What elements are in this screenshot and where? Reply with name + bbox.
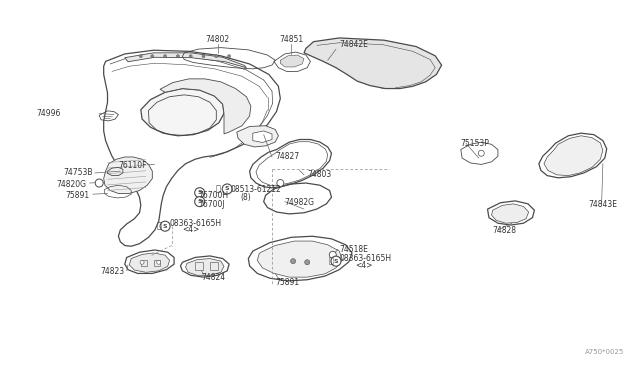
Circle shape — [331, 256, 341, 266]
Polygon shape — [125, 53, 246, 68]
Text: S: S — [333, 259, 339, 264]
Circle shape — [195, 188, 205, 198]
Text: 74827: 74827 — [275, 152, 300, 161]
Text: <4>: <4> — [182, 225, 200, 234]
Circle shape — [177, 55, 179, 58]
Text: 75153P: 75153P — [461, 139, 490, 148]
Text: (8): (8) — [241, 193, 252, 202]
Text: 74828: 74828 — [493, 226, 517, 235]
Text: 74982G: 74982G — [285, 198, 315, 207]
Polygon shape — [253, 131, 272, 142]
Polygon shape — [492, 204, 529, 223]
Text: 74842E: 74842E — [339, 40, 368, 49]
Text: 74843E: 74843E — [589, 200, 618, 209]
Text: 76110F: 76110F — [118, 161, 147, 170]
Polygon shape — [280, 55, 304, 67]
Text: <4>: <4> — [355, 262, 372, 270]
Polygon shape — [257, 241, 342, 277]
Text: Ⓢ: Ⓢ — [215, 185, 220, 193]
Text: 74518E: 74518E — [339, 245, 368, 254]
Circle shape — [189, 55, 192, 58]
Text: 08363-6165H: 08363-6165H — [170, 219, 221, 228]
Circle shape — [222, 184, 232, 194]
Polygon shape — [544, 136, 603, 176]
Circle shape — [151, 55, 154, 58]
Text: S: S — [197, 190, 202, 195]
Text: 08363-6165H: 08363-6165H — [339, 254, 391, 263]
Circle shape — [160, 221, 170, 231]
Text: S: S — [163, 224, 168, 229]
Polygon shape — [237, 126, 278, 147]
Polygon shape — [104, 157, 152, 193]
Circle shape — [157, 260, 161, 264]
Text: 74803: 74803 — [307, 170, 332, 179]
Text: 75891: 75891 — [275, 278, 300, 287]
Circle shape — [215, 55, 218, 58]
Text: 74824: 74824 — [202, 273, 226, 282]
Circle shape — [228, 55, 230, 58]
Polygon shape — [141, 89, 224, 136]
Circle shape — [291, 259, 296, 264]
Circle shape — [164, 55, 166, 58]
Circle shape — [305, 260, 310, 265]
Circle shape — [277, 180, 284, 186]
Text: 74753B: 74753B — [63, 169, 93, 177]
Text: 74823: 74823 — [100, 267, 125, 276]
Circle shape — [140, 55, 142, 58]
Text: A750*0025: A750*0025 — [585, 349, 624, 355]
Circle shape — [140, 260, 144, 264]
Circle shape — [195, 197, 205, 206]
Circle shape — [95, 179, 103, 187]
Polygon shape — [129, 253, 170, 272]
Polygon shape — [186, 259, 224, 275]
Text: S: S — [225, 186, 230, 192]
Text: 74820G: 74820G — [56, 180, 86, 189]
Circle shape — [202, 55, 205, 58]
Text: 74996: 74996 — [36, 109, 61, 118]
Text: 74851: 74851 — [279, 35, 303, 44]
Polygon shape — [304, 38, 442, 89]
Text: Ⓢ: Ⓢ — [156, 222, 161, 231]
Text: S: S — [197, 199, 202, 204]
Text: 75891: 75891 — [65, 191, 90, 200]
Text: 74802: 74802 — [205, 35, 230, 44]
Text: 76700J: 76700J — [198, 200, 225, 209]
Polygon shape — [160, 79, 251, 134]
Text: 76700H: 76700H — [198, 191, 228, 200]
Circle shape — [330, 251, 336, 258]
Text: 08513-61212: 08513-61212 — [230, 185, 281, 194]
Text: Ⓢ: Ⓢ — [329, 257, 334, 266]
Circle shape — [478, 150, 484, 156]
